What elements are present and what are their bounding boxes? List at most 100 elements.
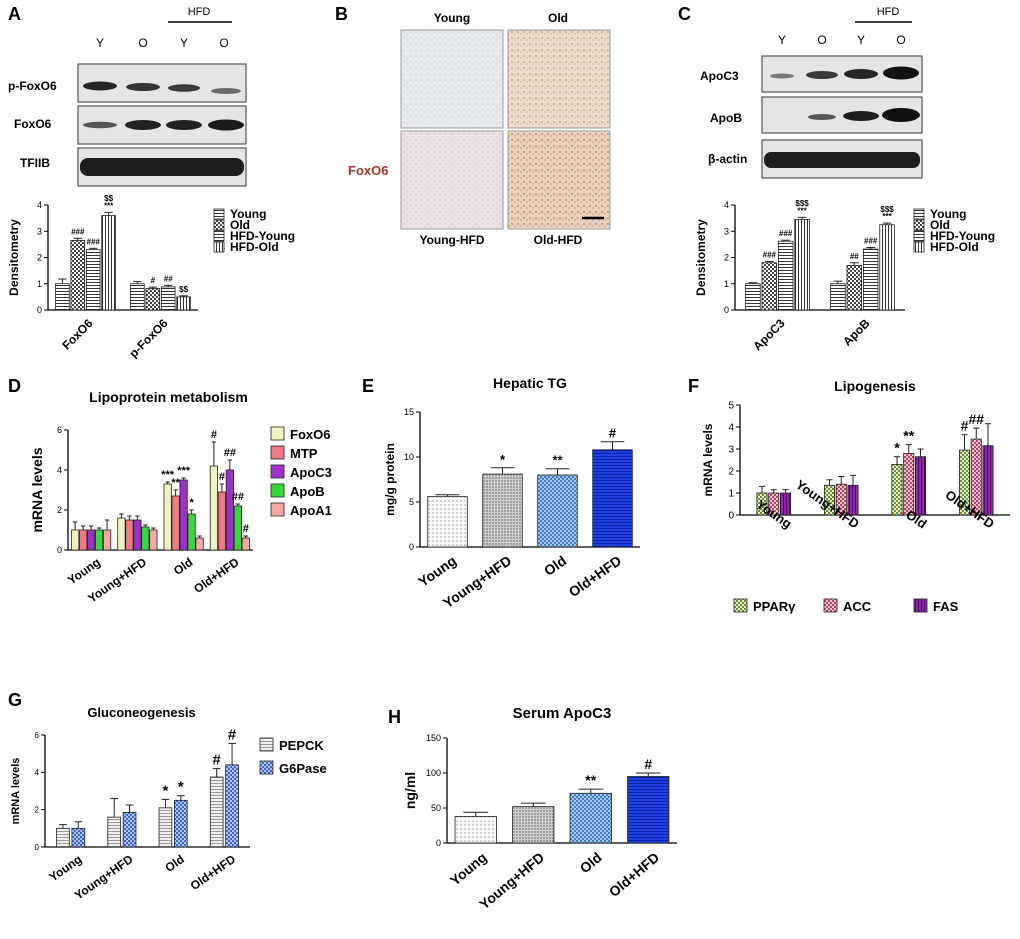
y-tick-label: 2: [724, 253, 729, 263]
bar-apoc3-young: [87, 529, 96, 551]
x-tick-label: Old: [171, 555, 195, 578]
legend-swatch-apoa1: [270, 502, 285, 517]
panel-b-bottom-label: Old-HFD: [534, 233, 583, 247]
legend-swatch-g6pase: [259, 760, 274, 775]
legend-swatch-hfd-old: [913, 241, 925, 253]
y-tick-label: 4: [724, 200, 729, 210]
bar-mtp-young-hfd: [125, 519, 134, 551]
bar-foxo6-young-hfd: [117, 517, 126, 551]
y-axis-label: Densitometry: [694, 219, 708, 296]
panel-c: C HFD Y O Y O ApoC3 ApoB β-actin 0 1 2 3 4 De…: [678, 4, 995, 353]
panel-h-chart: Serum ApoC3050100150ng/mlYoungYoung+HFD*…: [402, 705, 677, 912]
bar-foxo6-old-hfd: [209, 465, 219, 551]
x-tick-label: ApoB: [840, 316, 873, 349]
legend-label-mtp: MTP: [290, 446, 318, 461]
panel-c-lane-label: O: [817, 33, 826, 47]
panel-b-row-label: FoxO6: [348, 163, 388, 178]
bar-ppar-old: [891, 463, 903, 516]
bar-hfd-old-p-foxo6: [176, 296, 191, 311]
bar-apob-young-hfd: [141, 526, 150, 551]
bar-young: [454, 816, 497, 844]
bar-pepck-old-hfd: [209, 776, 224, 848]
legend-swatch-young: [213, 208, 225, 220]
y-tick-label: 0: [57, 545, 62, 555]
legend-swatch-young: [913, 208, 925, 220]
blot-p-foxo6: [77, 63, 247, 103]
bar-apoa1-old: [195, 537, 204, 551]
legend-label-acc: ACC: [843, 599, 872, 614]
panel-a-lane-label: Y: [180, 36, 188, 50]
legend-swatch-foxo6: [270, 426, 285, 441]
y-tick-label: 0: [728, 511, 734, 522]
y-axis-label: mRNA levels: [10, 758, 22, 825]
bar-apob-old-hfd: [233, 505, 242, 551]
x-tick-label: Young: [65, 555, 103, 587]
significance-label: #: [243, 523, 249, 535]
bar-apoc3-old-hfd: [225, 469, 234, 551]
panel-a-blot-label: FoxO6: [14, 117, 52, 131]
significance-label: ***: [797, 206, 807, 215]
significance-label: #: [219, 471, 225, 483]
significance-label: ###: [779, 229, 793, 238]
blot-foxo6: [77, 105, 247, 145]
blot-beta-actin: [761, 139, 923, 179]
significance-label: $$$: [880, 205, 894, 214]
significance-label: ##: [164, 274, 173, 283]
y-axis-label: ng/ml: [402, 772, 418, 809]
significance-label: #: [961, 418, 969, 434]
y-tick-label: 4: [37, 200, 42, 210]
legend-swatch-mtp: [270, 445, 285, 460]
bar-old: [569, 792, 612, 844]
bar-apob-old: [187, 513, 196, 551]
bar-old: [537, 474, 578, 548]
y-tick-label: 4: [728, 423, 734, 434]
bar-young-foxo6: [55, 283, 70, 311]
legend-label-apoa1: ApoA1: [290, 503, 332, 518]
bar-apoc3-old: [179, 479, 188, 551]
significance-label: ###: [71, 227, 85, 236]
x-tick-label: FoxO6: [59, 316, 96, 353]
panel-e-letter: E: [362, 376, 374, 396]
panel-b-col-label: Old: [548, 11, 568, 25]
bar-old-foxo6: [70, 240, 86, 311]
bar-old-hfd: [592, 449, 633, 548]
legend-swatch-apoc3: [270, 464, 285, 479]
bar-apoa1-young: [102, 529, 112, 551]
bar-young-p-foxo6: [130, 283, 145, 311]
bar-mtp-old-hfd: [217, 491, 226, 551]
bar-mtp-old: [171, 495, 180, 551]
panel-c-blot-label: ApoC3: [700, 69, 739, 83]
legend-label-apoc3: ApoC3: [290, 465, 332, 480]
x-tick-label: Old: [577, 849, 605, 876]
legend-label-old: Old: [930, 218, 950, 232]
legend-label-pepck: PEPCK: [279, 738, 324, 753]
legend-label-hfd-young: HFD-Young: [230, 229, 295, 243]
y-tick-label: 0: [724, 305, 729, 315]
significance-label: **: [585, 772, 596, 788]
significance-label: #: [151, 276, 156, 285]
significance-label: *: [500, 452, 506, 467]
bar-apob-young: [95, 529, 104, 551]
bar-old-p-foxo6: [145, 288, 161, 311]
bar-hfd-old-foxo6: [101, 215, 116, 311]
bar-pepck-young: [56, 827, 70, 848]
panel-c-blot-label: ApoB: [710, 111, 742, 125]
bar-hfd-young-apob: [862, 248, 879, 311]
significance-label: $$: [179, 285, 188, 294]
y-tick-label: 1: [728, 489, 734, 500]
legend-label-hfd-old: HFD-Old: [930, 240, 979, 254]
bar-young-hfd: [512, 806, 555, 844]
x-tick-label: ApoC3: [750, 316, 787, 353]
panel-a-hfd-label: HFD: [188, 6, 211, 18]
x-tick-label: Old: [541, 552, 569, 578]
panel-a-blot-label: p-FoxO6: [8, 79, 57, 93]
y-axis-label: mRNA levels: [701, 423, 715, 496]
bar-old-hfd: [627, 776, 670, 844]
